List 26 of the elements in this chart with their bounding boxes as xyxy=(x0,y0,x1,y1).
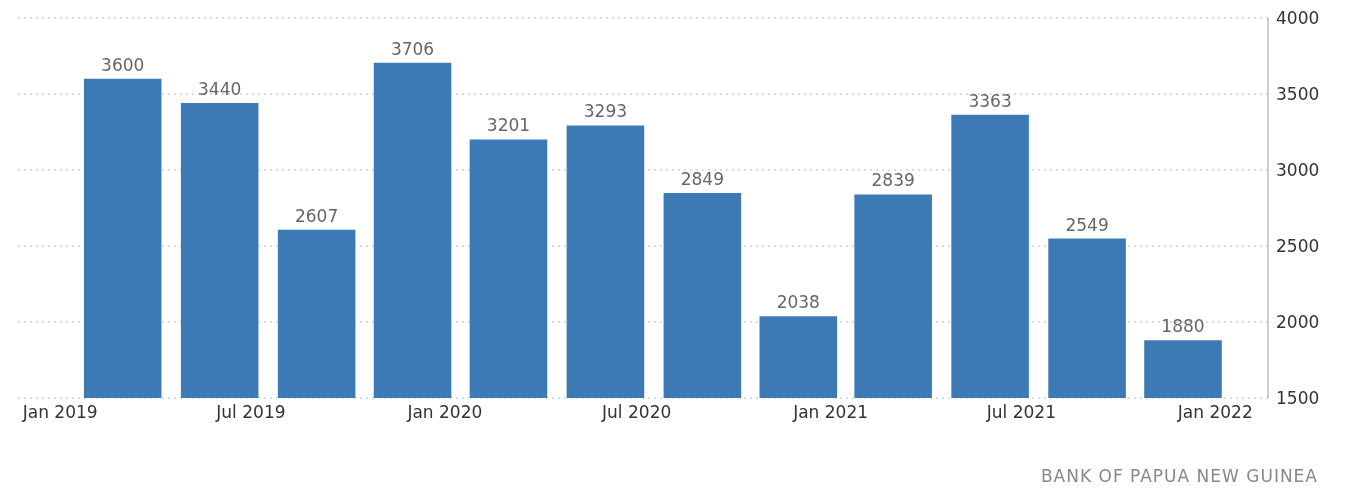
data-label: 3440 xyxy=(198,79,242,100)
data-label: 3201 xyxy=(486,115,531,136)
data-label: 2607 xyxy=(295,205,339,226)
y-tick-label: 3500 xyxy=(1276,84,1320,105)
x-tick-label: Jul 2020 xyxy=(601,402,672,423)
data-label: 2038 xyxy=(776,292,820,313)
x-tick-label: Jan 2019 xyxy=(21,402,98,423)
data-label: 3363 xyxy=(968,90,1012,111)
x-tick-label: Jan 2021 xyxy=(792,402,869,423)
data-label: 3293 xyxy=(583,101,628,122)
data-label: 1880 xyxy=(1161,316,1205,337)
data-label: 3600 xyxy=(101,54,145,75)
data-label: 2839 xyxy=(871,170,915,191)
data-label: 2849 xyxy=(680,168,725,189)
y-tick-label: 4000 xyxy=(1276,8,1320,29)
data-label: 3706 xyxy=(390,38,435,59)
x-tick-label: Jan 2020 xyxy=(406,402,483,423)
y-tick-label: 3000 xyxy=(1276,160,1320,181)
text: BANK OF PAPUA NEW GUINEA xyxy=(1040,466,1318,486)
x-tick-label: Jul 2021 xyxy=(985,402,1056,423)
data-label: 2549 xyxy=(1065,214,1109,235)
x-tick-label: Jan 2022 xyxy=(1176,402,1253,423)
y-tick-label: 2500 xyxy=(1276,236,1320,257)
x-tick-label: Jul 2019 xyxy=(215,402,286,423)
y-tick-label: 2000 xyxy=(1276,312,1320,333)
y-tick-label: 1500 xyxy=(1276,388,1320,409)
